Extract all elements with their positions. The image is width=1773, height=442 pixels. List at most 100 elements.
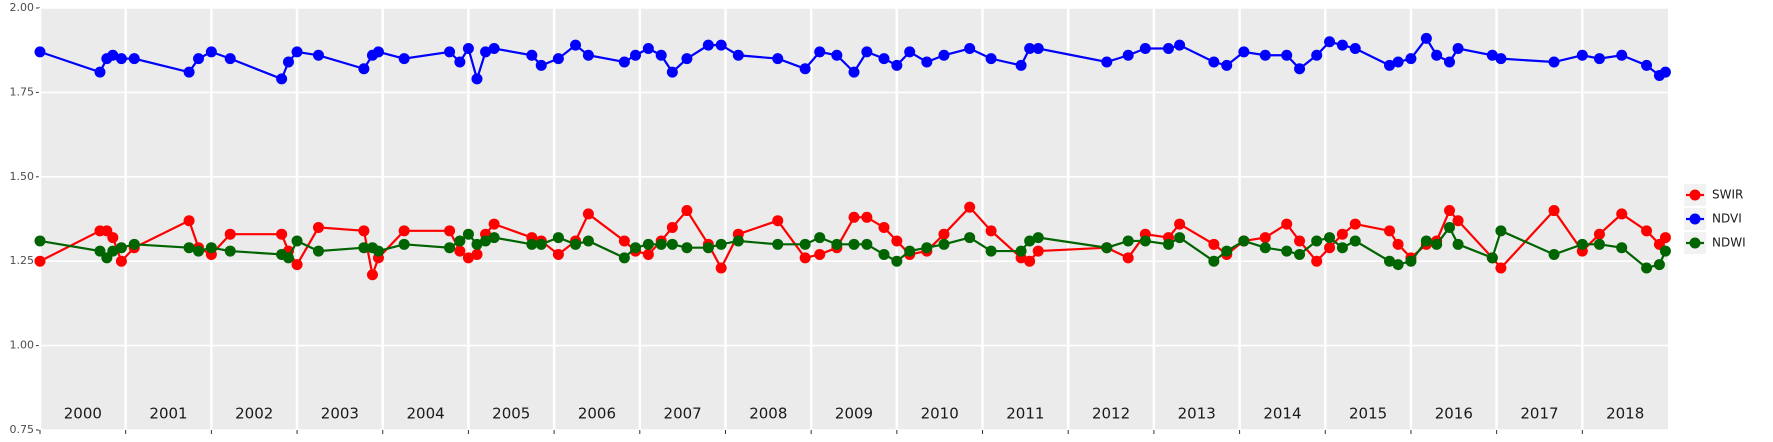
data-point [985, 245, 997, 257]
data-point [1032, 245, 1044, 257]
data-point [128, 53, 140, 65]
legend-swatch [1689, 237, 1701, 249]
data-point [1616, 242, 1628, 254]
data-point [480, 235, 492, 247]
data-point [1122, 49, 1134, 61]
data-point [398, 225, 410, 237]
data-point [1174, 232, 1186, 244]
data-point [1162, 238, 1174, 250]
data-point [1101, 242, 1113, 254]
data-point [1208, 56, 1220, 68]
data-point [462, 228, 474, 240]
data-point [462, 43, 474, 55]
data-point [715, 238, 727, 250]
legend-swatch [1689, 213, 1701, 225]
data-point [861, 211, 873, 223]
data-point [488, 232, 500, 244]
x-tick-label: 2011 [1006, 405, 1044, 423]
data-point [480, 46, 492, 58]
data-point [666, 238, 678, 250]
data-point [1548, 56, 1560, 68]
data-point [1444, 205, 1456, 217]
data-point [1174, 218, 1186, 230]
data-point [1101, 56, 1113, 68]
data-point [1659, 66, 1671, 78]
data-point [488, 43, 500, 55]
data-point [1294, 248, 1306, 260]
data-point [398, 53, 410, 65]
data-point [1221, 245, 1233, 257]
data-point [1576, 238, 1588, 250]
data-point [1208, 238, 1220, 250]
data-point [570, 39, 582, 51]
data-point [1139, 43, 1151, 55]
data-point [454, 56, 466, 68]
data-point [1281, 218, 1293, 230]
data-point [526, 238, 538, 250]
data-point [938, 49, 950, 61]
data-point [552, 232, 564, 244]
data-point [471, 248, 483, 260]
data-point [276, 228, 288, 240]
data-point [1349, 235, 1361, 247]
data-point [630, 242, 642, 254]
data-point [772, 238, 784, 250]
data-point [398, 238, 410, 250]
data-point [444, 46, 456, 58]
data-point [205, 46, 217, 58]
data-point [471, 238, 483, 250]
data-point [732, 49, 744, 61]
legend-label: NDVI [1712, 212, 1742, 226]
data-point [1548, 248, 1560, 260]
data-point [772, 53, 784, 65]
data-point [1281, 49, 1293, 61]
data-point [831, 238, 843, 250]
data-point [1336, 39, 1348, 51]
data-point [1444, 56, 1456, 68]
data-point [861, 238, 873, 250]
data-point [814, 232, 826, 244]
data-point [1452, 215, 1464, 227]
data-point [964, 201, 976, 213]
data-point [630, 49, 642, 61]
data-point [471, 73, 483, 85]
data-point [861, 46, 873, 58]
data-point [358, 242, 370, 254]
y-tick-label: 1.00 [10, 339, 35, 352]
data-point [1641, 59, 1653, 71]
data-point [1444, 221, 1456, 233]
data-point [891, 59, 903, 71]
data-point [1294, 63, 1306, 75]
data-point [1024, 43, 1036, 55]
data-point [1349, 43, 1361, 55]
data-point [985, 225, 997, 237]
data-point [878, 221, 890, 233]
data-point [1311, 49, 1323, 61]
data-point [1653, 259, 1665, 271]
data-point [358, 63, 370, 75]
data-point [34, 235, 46, 247]
data-point [1384, 59, 1396, 71]
data-point [814, 248, 826, 260]
data-point [291, 46, 303, 58]
data-point [1281, 245, 1293, 257]
data-point [964, 43, 976, 55]
data-point [34, 255, 46, 267]
x-tick-label: 2017 [1520, 405, 1558, 423]
data-point [372, 46, 384, 58]
data-point [938, 228, 950, 240]
data-point [1486, 252, 1498, 264]
data-point [535, 238, 547, 250]
x-tick-label: 2005 [492, 405, 530, 423]
data-point [1208, 255, 1220, 267]
data-point [715, 39, 727, 51]
data-point [642, 248, 654, 260]
data-point [94, 66, 106, 78]
data-point [1336, 242, 1348, 254]
data-point [183, 242, 195, 254]
data-point [642, 238, 654, 250]
data-point [1259, 232, 1271, 244]
data-point [1015, 59, 1027, 71]
data-point [1495, 262, 1507, 274]
data-point [291, 235, 303, 247]
